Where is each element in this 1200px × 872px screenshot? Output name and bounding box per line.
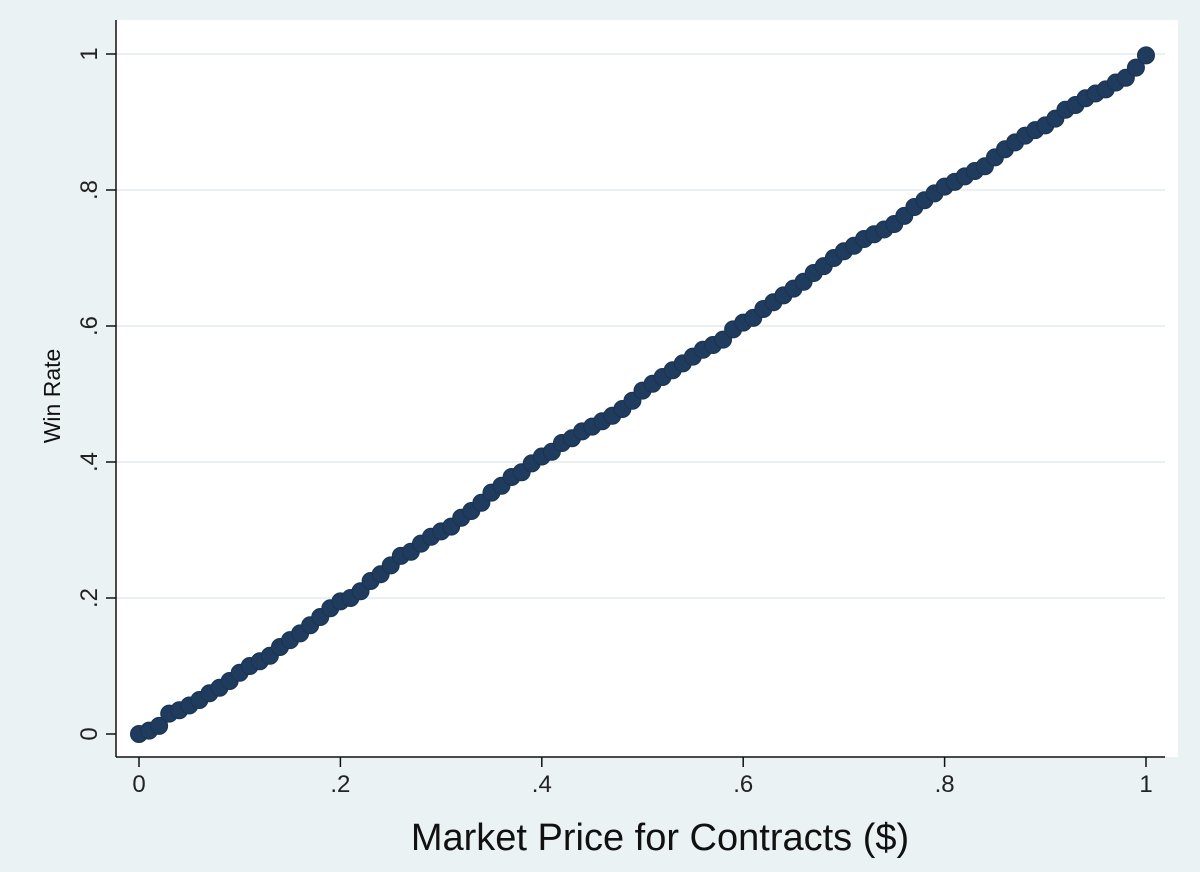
- gridlines: [116, 53, 1165, 599]
- y-tick-label-0: 0: [76, 727, 103, 740]
- data-point-0-2: [150, 716, 169, 735]
- x-tick-label-2: .4: [532, 771, 552, 798]
- x-tick-label-1: .2: [330, 771, 350, 798]
- y-tick-label-3: .6: [76, 316, 103, 336]
- x-axis-label: Market Price for Contracts ($): [411, 817, 909, 859]
- x-tick-label-5: 1: [1139, 771, 1152, 798]
- x-tick-label-4: .8: [935, 771, 955, 798]
- x-tick-label-3: .6: [733, 771, 753, 798]
- axes: [106, 20, 1165, 767]
- y-axis-label: Win Rate: [39, 349, 65, 444]
- y-tick-label-4: .8: [76, 180, 103, 200]
- y-tick-label-1: .2: [76, 588, 103, 608]
- y-tick-label-5: 1: [76, 47, 103, 60]
- data-point-0-100: [1137, 46, 1155, 65]
- data-point-0-99: [1126, 58, 1145, 77]
- data-points: [130, 46, 1155, 743]
- tick-labels: 0 .2 .4 .6 .8 1 0 .2 .4 .6 .8 1: [76, 47, 1153, 798]
- x-tick-label-0: 0: [132, 771, 145, 798]
- y-tick-label-2: .4: [76, 452, 103, 472]
